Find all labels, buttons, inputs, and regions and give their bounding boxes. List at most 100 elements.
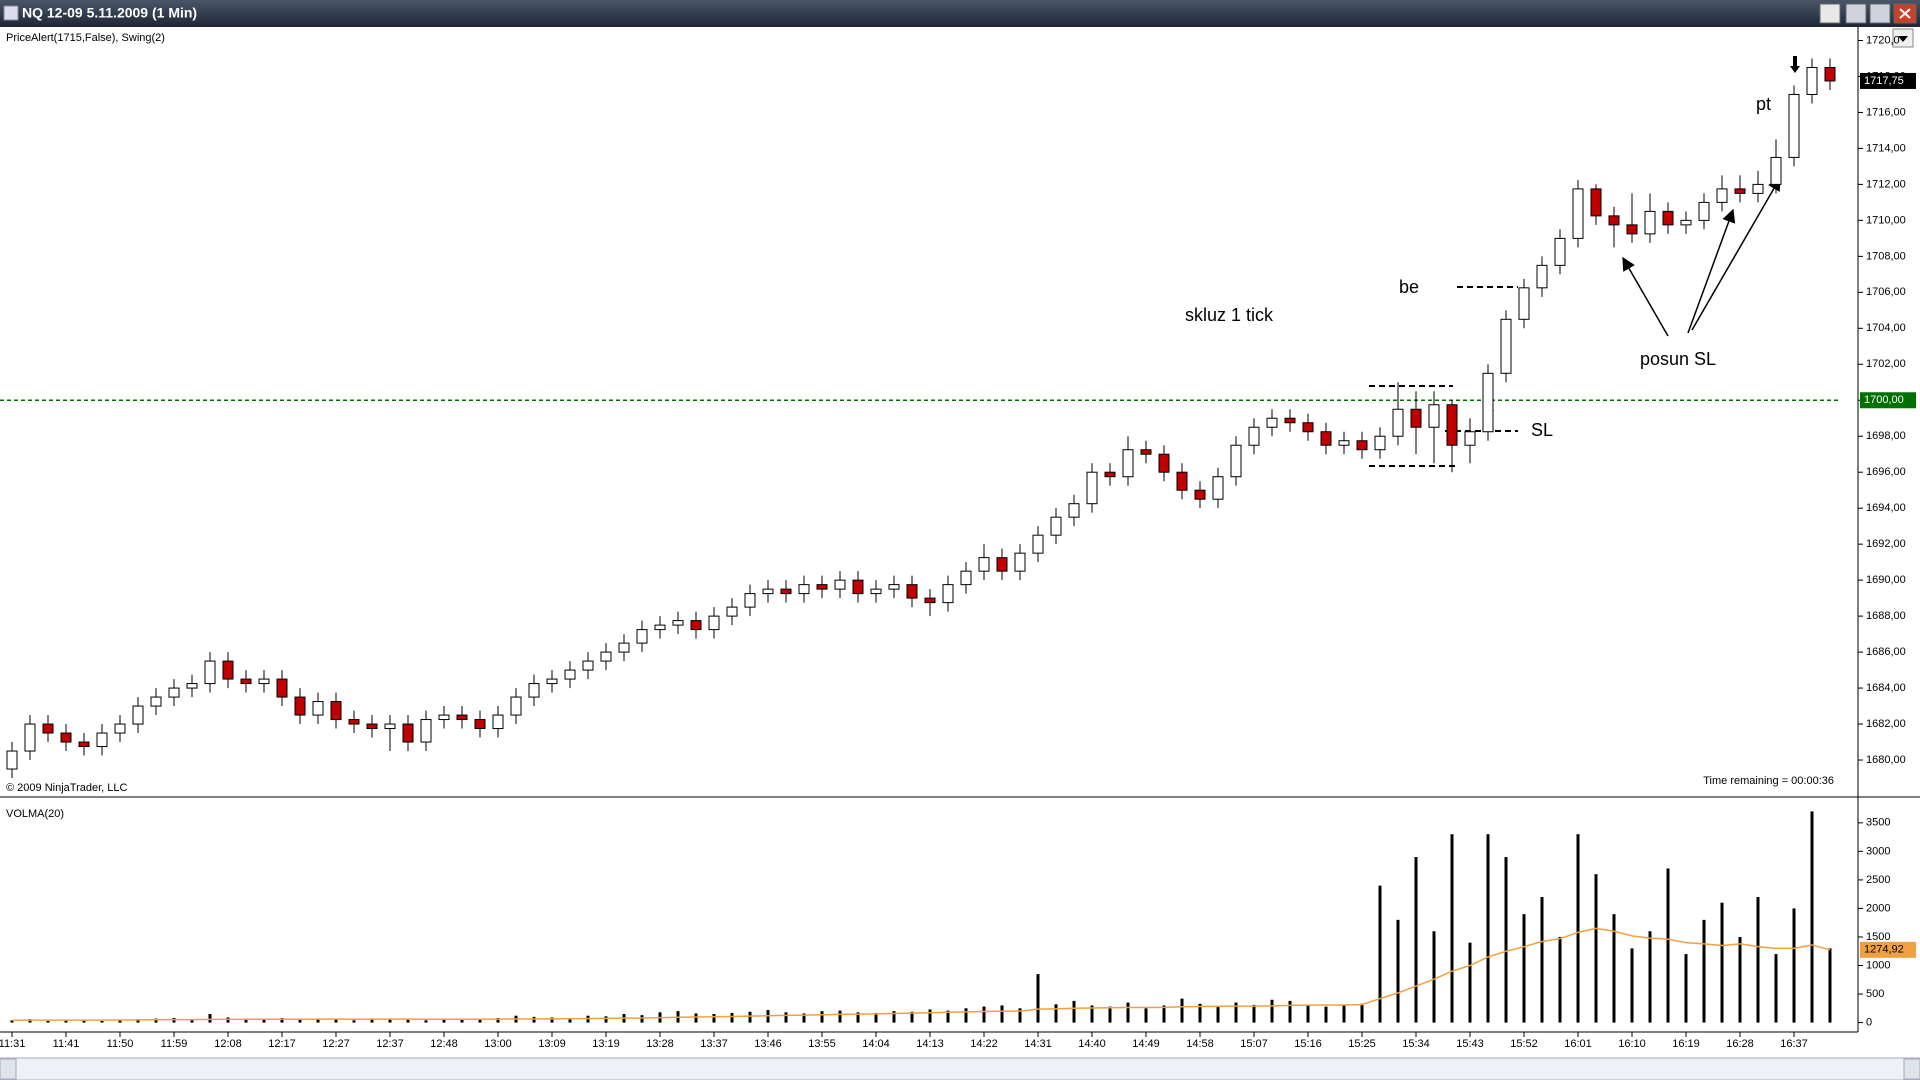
volume-bar (334, 1019, 338, 1023)
x-tick-label: 16:28 (1726, 1038, 1754, 1050)
candle-body (618, 642, 630, 653)
candle-body (960, 570, 972, 586)
scroll-left[interactable] (0, 1058, 17, 1080)
volume-bar (64, 1019, 68, 1023)
volume-bar (298, 1019, 302, 1023)
x-tick-label: 11:31 (0, 1038, 25, 1050)
candle-body (528, 683, 540, 698)
y-tick-label: 3500 (1866, 817, 1890, 829)
x-tick-label: 11:50 (107, 1038, 134, 1050)
candle-body (870, 588, 882, 595)
volume-bar (1630, 948, 1634, 1023)
candle-body (1626, 224, 1638, 235)
y-tick-label: 1710,00 (1866, 214, 1906, 226)
candle-body (564, 669, 576, 680)
candle-body (1212, 476, 1224, 500)
sl-arrows (1622, 176, 1781, 337)
candle-body (1644, 210, 1656, 235)
candle-body (1032, 534, 1044, 554)
volume-bar (262, 1019, 266, 1023)
copyright: © 2009 NinjaTrader, LLC (6, 782, 127, 794)
candle-body (24, 723, 36, 752)
volume-bar (370, 1018, 374, 1023)
x-tick-label: 16:37 (1780, 1038, 1808, 1050)
drawn-levels (1369, 286, 1518, 467)
y-tick-label: 1686,00 (1866, 646, 1906, 658)
volume-bar (838, 1010, 842, 1023)
x-tick-label: 16:10 (1618, 1038, 1646, 1050)
volume-bar (154, 1018, 158, 1023)
candle-body (690, 620, 702, 631)
candle-body (546, 678, 558, 685)
y-tick-label: 1500 (1866, 931, 1890, 943)
volume-bar (1792, 908, 1796, 1023)
annotation: posun SL (1640, 349, 1716, 369)
y-tick-label: 1684,00 (1866, 682, 1906, 694)
scroll-right[interactable] (1903, 1058, 1920, 1080)
candle-body (672, 620, 684, 626)
candle-body (1752, 183, 1764, 194)
x-tick-label: 12:27 (322, 1038, 350, 1050)
annotation: SL (1531, 420, 1553, 440)
candle-body (492, 714, 504, 730)
volume-bar (1594, 874, 1598, 1023)
candle-body (1194, 489, 1206, 500)
arrow (1691, 176, 1781, 331)
x-tick-label: 13:37 (700, 1038, 728, 1050)
volume-bar (892, 1011, 896, 1023)
volume-bar (1468, 942, 1472, 1023)
alert-tag (1860, 392, 1916, 409)
app-icon (3, 5, 19, 21)
volume-bar (1144, 1008, 1148, 1023)
minimize-button[interactable] (1845, 3, 1867, 24)
volume-bar (1720, 902, 1724, 1023)
candle-body (222, 660, 234, 680)
volume-bar (784, 1012, 788, 1023)
volume-bar (1756, 897, 1760, 1023)
volume-bar (424, 1020, 428, 1023)
candle-body (1140, 449, 1152, 455)
panel-menu-icon (1898, 36, 1908, 42)
volume-bar (1072, 1000, 1076, 1023)
x-tick-label: 12:37 (376, 1038, 404, 1050)
x-tick-label: 13:09 (538, 1038, 566, 1050)
y-tick-label: 1704,00 (1866, 322, 1906, 334)
maximize-button[interactable] (1869, 3, 1891, 24)
x-tick-label: 14:04 (862, 1038, 890, 1050)
candle-body (1122, 449, 1134, 478)
volume-bar (604, 1016, 608, 1023)
volume-bar (118, 1019, 122, 1023)
y-tick-label: 2500 (1866, 874, 1890, 886)
volume-bar (460, 1019, 464, 1023)
candle-body (780, 588, 792, 595)
candle-body (186, 683, 198, 689)
volume-bar (964, 1008, 968, 1023)
candle-body (942, 584, 954, 604)
annotation: pt (1756, 94, 1771, 114)
volume-bar (136, 1019, 140, 1023)
alert-tag-label: 1700,00 (1864, 394, 1904, 406)
x-tick-label: 11:41 (53, 1038, 80, 1050)
candle-body (1500, 318, 1512, 374)
volume-bar (388, 1019, 392, 1023)
candle-body (1698, 201, 1710, 221)
x-tick-label: 15:52 (1510, 1038, 1538, 1050)
volume-bar (1162, 1005, 1166, 1023)
x-tick-label: 15:34 (1402, 1038, 1430, 1050)
scrollbar[interactable] (0, 1057, 1920, 1080)
lock-button[interactable] (1819, 3, 1841, 24)
volume-bar (1738, 936, 1742, 1023)
candle-body (816, 584, 828, 590)
candle-body (834, 579, 846, 590)
arrow (1622, 256, 1669, 337)
volume-bar (1216, 1006, 1220, 1023)
volume-bar (1666, 868, 1670, 1023)
candle-body (726, 606, 738, 617)
volume-bar (1018, 1008, 1022, 1023)
x-tick-label: 15:07 (1240, 1038, 1268, 1050)
candle-body (906, 584, 918, 599)
volume-bar (1432, 931, 1436, 1023)
volume-bar (568, 1018, 572, 1023)
x-tick-label: 12:08 (214, 1038, 242, 1050)
volume-bar (1504, 857, 1508, 1023)
